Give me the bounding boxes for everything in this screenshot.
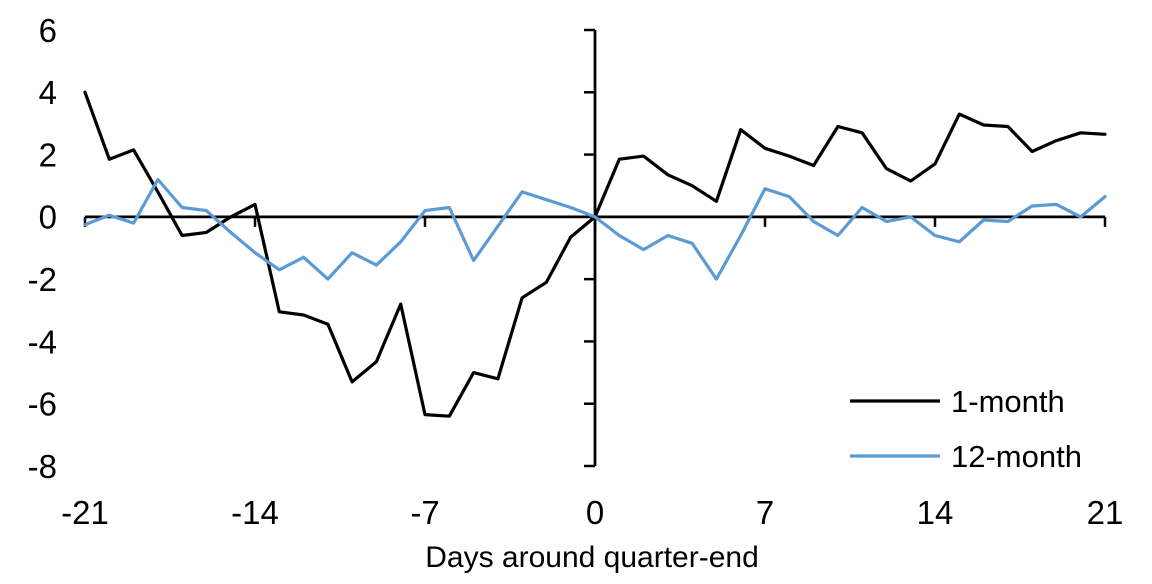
x-tick-label: 7 [756,494,774,531]
x-tick-label: -21 [61,494,109,531]
x-tick-label: -14 [231,494,279,531]
axes-group: -21 -14 -7 0 7 14 21 6 4 2 0 -2 -4 -6 -8 [28,12,1124,531]
legend-label-12-month: 12-month [951,439,1082,474]
y-tick-label: 2 [39,136,57,173]
y-tick-label: -4 [28,323,57,360]
legend: 1-month 12-month [850,384,1082,474]
y-tick-label: 4 [39,74,57,111]
y-tick-label: 0 [39,199,57,236]
y-tick-label: -8 [28,448,57,485]
x-tick-label: 21 [1087,494,1124,531]
legend-label-1-month: 1-month [951,384,1065,419]
x-tick-label: -7 [410,494,439,531]
x-axis-title: Days around quarter-end [425,541,759,574]
x-tick-label: 0 [586,494,604,531]
y-tick-label: 6 [39,12,57,49]
y-tick-label: -2 [28,261,57,298]
series-group [83,90,1107,418]
series-line-12-month [83,177,1107,281]
y-tick-label: -6 [28,386,57,423]
x-tick-label: 14 [917,494,954,531]
